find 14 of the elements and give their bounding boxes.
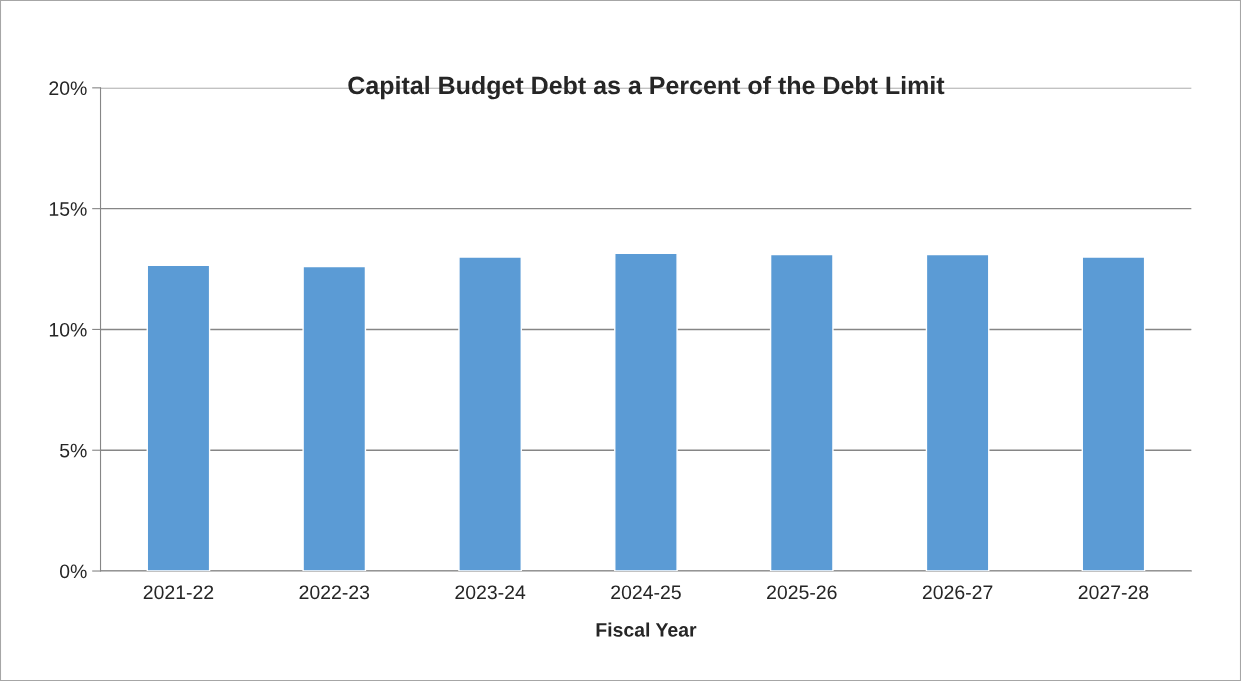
- x-tick-label: 2021-22: [143, 585, 214, 600]
- y-tick-label: 20%: [49, 81, 87, 96]
- y-tick-label: 10%: [49, 322, 87, 337]
- x-tick-label: 2026-27: [922, 585, 993, 600]
- y-tick-label: 5%: [60, 443, 87, 458]
- x-tick-label: 2027-28: [1078, 585, 1149, 600]
- y-tick-label: 15%: [49, 202, 87, 216]
- x-tick-label: 2025-26: [767, 585, 837, 600]
- x-tick-label: 2022-23: [299, 585, 370, 600]
- chart-title: Capital Budget Debt as a Percent of the Debt Limit: [348, 75, 945, 100]
- y-tick-label: 0%: [59, 564, 87, 579]
- x-tick-label: 2024-25: [611, 585, 681, 600]
- x-tick-label: 2023-24: [455, 585, 526, 600]
- x-axis-title: Fiscal Year: [596, 622, 697, 637]
